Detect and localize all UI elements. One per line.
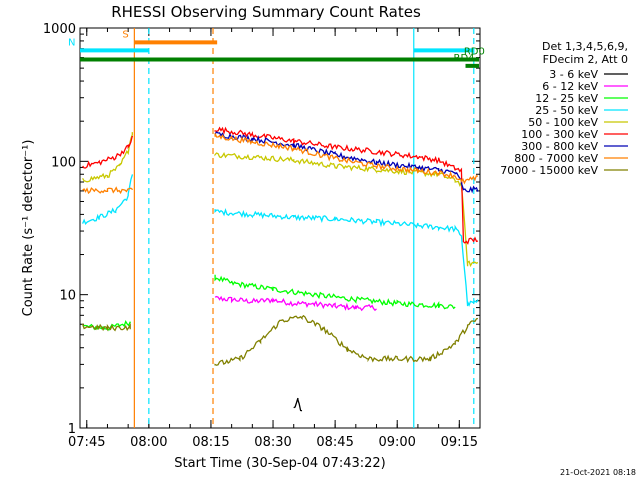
series-line [82,132,479,268]
y-axis-label: Count Rate (s⁻¹ detector⁻¹) [21,140,36,317]
chart-title: RHESSI Observing Summary Count Rates [111,3,421,21]
legend-label: 25 - 50 keV [535,104,598,117]
legend-header: Det 1,3,4,5,6,9, [542,40,628,53]
y-tick-label: 10 [59,289,76,304]
series-line [214,295,377,312]
plot-area: 1 10 100 1000 07:45 08:00 08:15 08:30 08:45 09:00… [43,22,485,450]
legend-label: 3 - 6 keV [549,68,598,81]
x-tick-label: 07:45 [68,435,105,450]
legend-label: 800 - 7000 keV [514,152,598,165]
plot-frame [79,27,481,429]
legend-label: 6 - 12 keV [542,80,598,93]
series-line [82,174,479,307]
flag-label: RD4 [454,53,475,64]
y-tick-label: 1000 [43,22,76,37]
y-tick-label: 100 [51,155,76,170]
x-tick-label: 09:00 [378,435,415,450]
x-tick-label: 09:15 [441,435,478,450]
legend-label: 12 - 25 keV [535,92,598,105]
y-tick-label: 1 [68,422,76,437]
series-line [293,397,303,412]
flag-label: N [68,37,75,48]
x-tick-label: 08:15 [192,435,229,450]
x-tick-label: 08:00 [130,435,167,450]
x-tick-label: 08:30 [254,435,291,450]
flag-label: RD0 [464,47,485,58]
x-tick-label: 08:45 [316,435,353,450]
series-line [81,314,479,366]
legend-header: FDecim 2, Att 0 [543,53,628,66]
legend-label: 100 - 300 keV [521,128,598,141]
x-axis-label: Start Time (30-Sep-04 07:43:22) [174,456,385,471]
series-line [82,274,456,331]
legend-label: 50 - 100 keV [528,116,598,129]
footer-date: 21-Oct-2021 08:18 [560,468,636,477]
legend-label: 300 - 800 keV [521,140,598,153]
series-line [82,133,479,195]
flag-label: S [122,29,128,40]
legend-label: 7000 - 15000 keV [500,164,598,177]
